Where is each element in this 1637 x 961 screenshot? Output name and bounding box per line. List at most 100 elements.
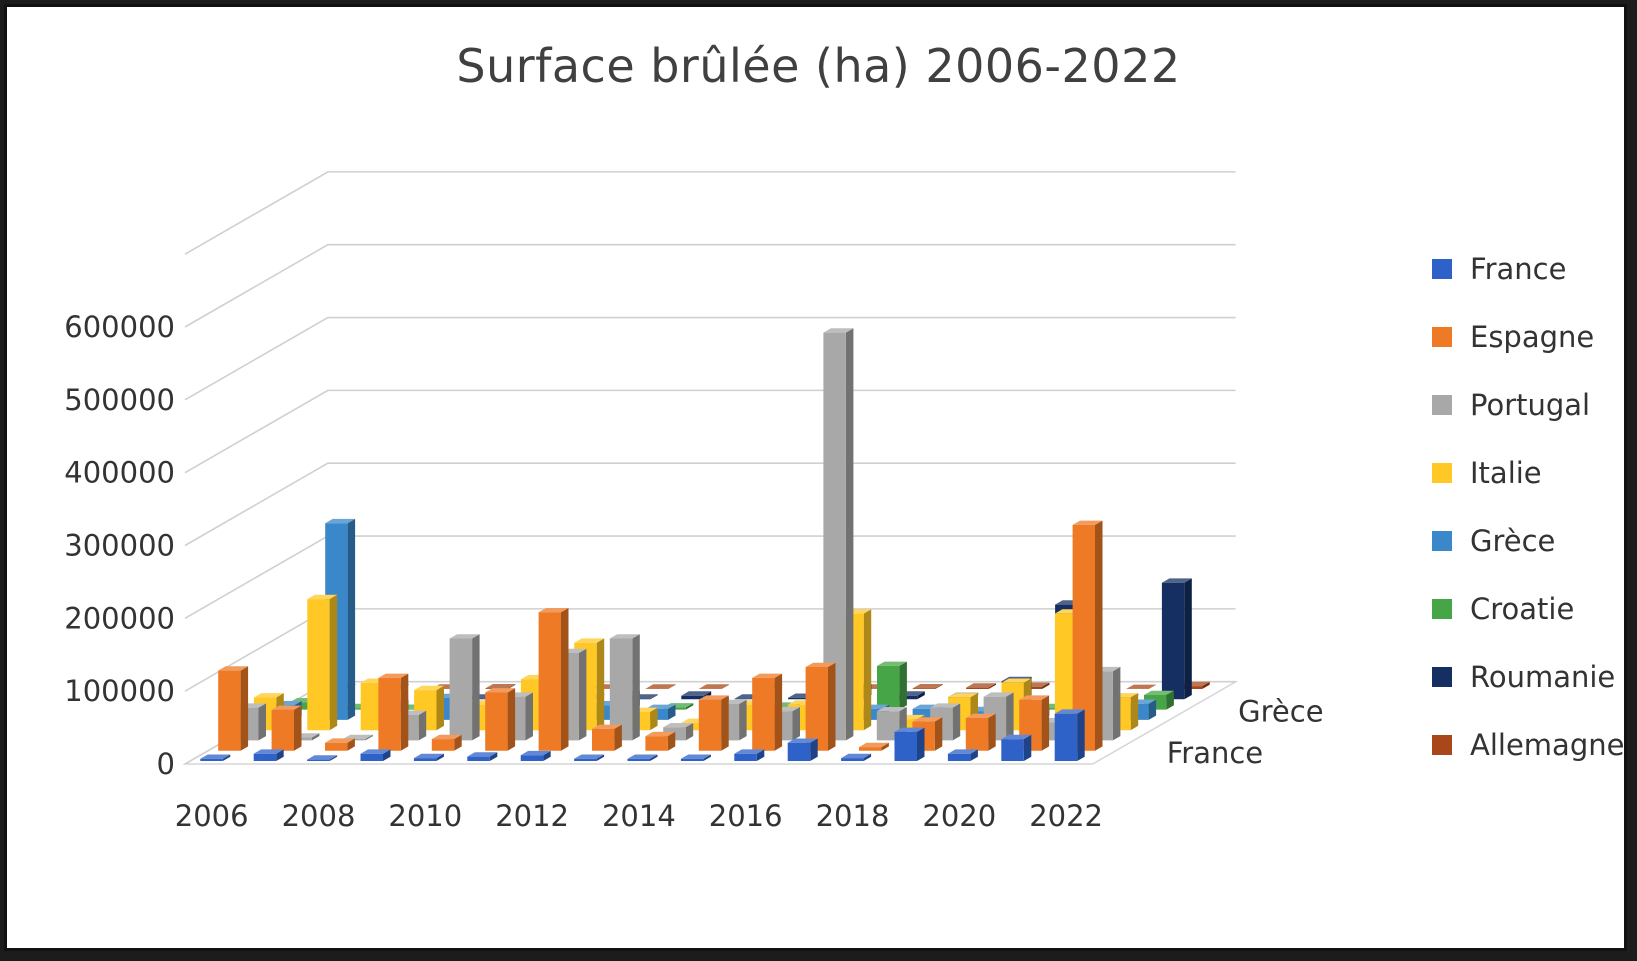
bar-front: [1001, 739, 1024, 761]
bar-side: [650, 707, 658, 731]
bar-side: [525, 692, 533, 741]
bar-top: [966, 683, 997, 688]
bar: [271, 705, 302, 751]
depth-tick-label: Grèce: [1238, 695, 1323, 729]
bar-side: [632, 634, 640, 741]
bar-side: [294, 705, 302, 751]
bar-front: [698, 699, 722, 751]
gridline: [184, 462, 1236, 547]
bar-top: [431, 734, 462, 740]
bar-top: [912, 684, 943, 689]
bar: [876, 707, 907, 741]
bar: [467, 752, 498, 761]
bar: [894, 727, 925, 761]
bar: [449, 634, 480, 741]
bar-top: [680, 754, 711, 759]
bar-side: [240, 666, 249, 751]
bar-front: [680, 758, 704, 761]
legend-swatch: [1432, 327, 1452, 347]
gridline: [184, 243, 1236, 328]
bar-front: [307, 759, 330, 761]
bar-side: [436, 685, 444, 731]
bar-side: [863, 753, 872, 761]
y-tick-label: 200000: [64, 601, 175, 635]
legend: France Espagne Portugal Italie Grèce Croatie R…: [1432, 235, 1624, 779]
bar-front: [538, 612, 561, 751]
bar-front: [734, 698, 758, 700]
bar: [965, 713, 996, 751]
bar-front: [413, 758, 437, 761]
bar-top: [841, 753, 872, 759]
bar-front: [681, 695, 704, 700]
bar-front: [485, 692, 508, 751]
legend-label: Roumanie: [1470, 660, 1616, 694]
bar-side: [454, 734, 462, 751]
bar-side: [1184, 578, 1192, 700]
bar-top: [1072, 520, 1103, 525]
bar: [877, 661, 907, 710]
bar-front: [877, 665, 900, 710]
bar: [966, 683, 997, 689]
bar-front: [734, 753, 757, 761]
bar-top: [467, 752, 498, 757]
bar-front: [947, 753, 971, 761]
bar: [699, 684, 730, 689]
bar-top: [627, 754, 658, 759]
bar-side: [988, 683, 997, 689]
bar-side: [703, 754, 711, 761]
bar-side: [276, 749, 284, 761]
bar-front: [431, 739, 455, 751]
legend-swatch: [1432, 531, 1452, 551]
bar-front: [449, 638, 473, 741]
bar-side: [1077, 709, 1085, 761]
bar-side: [1130, 693, 1139, 731]
legend-label: Allemagne: [1470, 728, 1625, 762]
chart-frame: Surface brûlée (ha) 2006-2022 0 100000 200…: [4, 4, 1627, 951]
bar-side: [668, 684, 676, 689]
legend-swatch: [1432, 463, 1452, 483]
bar-side: [917, 691, 925, 700]
bar-front: [1054, 713, 1078, 761]
bar-top: [681, 691, 712, 696]
depth-tick-label: France: [1167, 736, 1263, 770]
bar-top: [645, 731, 676, 737]
bar-top: [930, 703, 961, 708]
bar-top: [485, 684, 516, 689]
legend-label: Croatie: [1470, 592, 1575, 626]
bar: [680, 754, 711, 761]
bar: [609, 634, 640, 741]
bar-top: [449, 634, 480, 639]
bar-front: [752, 677, 775, 751]
bar-top: [360, 749, 391, 754]
bar-top: [663, 723, 694, 728]
bar-side: [596, 754, 605, 761]
bar-side: [1148, 699, 1157, 720]
bar-side: [668, 704, 676, 720]
bar: [574, 754, 605, 761]
x-tick-label: 2020: [922, 799, 996, 833]
bar-front: [520, 755, 544, 761]
bar: [823, 328, 854, 741]
bar: [1072, 520, 1103, 751]
bar-side: [650, 754, 658, 761]
bar-side: [685, 703, 694, 710]
bar-top: [805, 662, 836, 667]
chart-title: Surface brûlée (ha) 2006-2022: [456, 39, 1181, 93]
bar-top: [699, 684, 730, 689]
bar-side: [952, 703, 961, 741]
bar-front: [966, 687, 989, 689]
bar: [431, 734, 462, 751]
bar-top: [609, 634, 640, 639]
bar-top: [912, 717, 943, 722]
bar-front: [200, 758, 223, 761]
bar: [1126, 684, 1157, 689]
bar-top: [574, 638, 605, 643]
bar-front: [1161, 582, 1185, 700]
bar-side: [383, 749, 391, 761]
bar-front: [876, 711, 900, 741]
bar-front: [307, 599, 330, 731]
bar-side: [508, 684, 516, 689]
bar-top: [965, 713, 996, 718]
bar-side: [614, 724, 622, 751]
bar-side: [845, 328, 854, 741]
